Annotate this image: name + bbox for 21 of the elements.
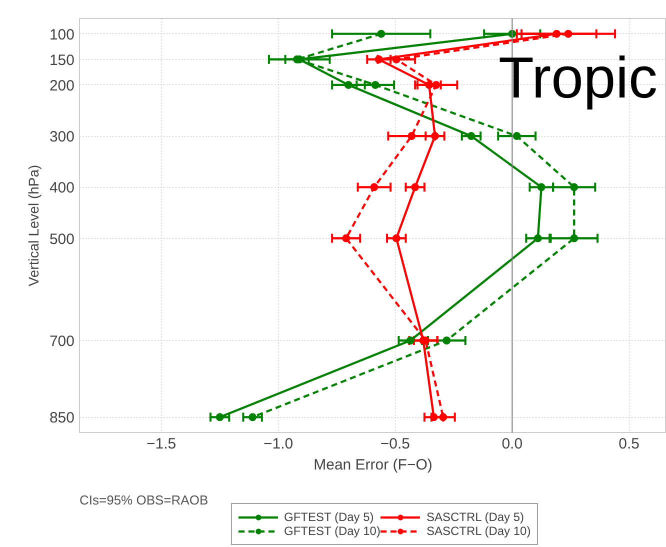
y-tick-label: 150 [49,52,75,69]
y-tick-label: 500 [49,230,75,248]
y-tick-label: 100 [49,26,75,44]
x-tick-label: 0.5 [618,436,640,452]
y-tick-label: 200 [49,77,75,94]
x-tick-label: −0.5 [380,436,410,452]
legend-label: GFTEST (Day 10) [284,524,380,538]
y-tick-label: 700 [49,333,75,350]
y-tick-label: 850 [49,410,75,427]
y-tick-label: 400 [49,180,75,197]
y-axis-title: Vertical Level (hPa) [25,164,42,286]
x-axis-title: Mean Error (F−O) [314,456,432,474]
legend-label: SASCTRL (Day 10) [426,524,531,538]
text: CIs=95% OBS=RAOB [80,492,208,508]
x-tick-label: −1.0 [263,436,294,452]
legend-label: SASCTRL (Day 5) [426,510,524,524]
x-tick-label: −1.5 [146,436,176,452]
text: Tropic [498,46,658,110]
x-tick-label: 0.0 [502,436,523,452]
y-tick-label: 300 [49,128,75,146]
legend-label: GFTEST (Day 5) [284,510,374,524]
